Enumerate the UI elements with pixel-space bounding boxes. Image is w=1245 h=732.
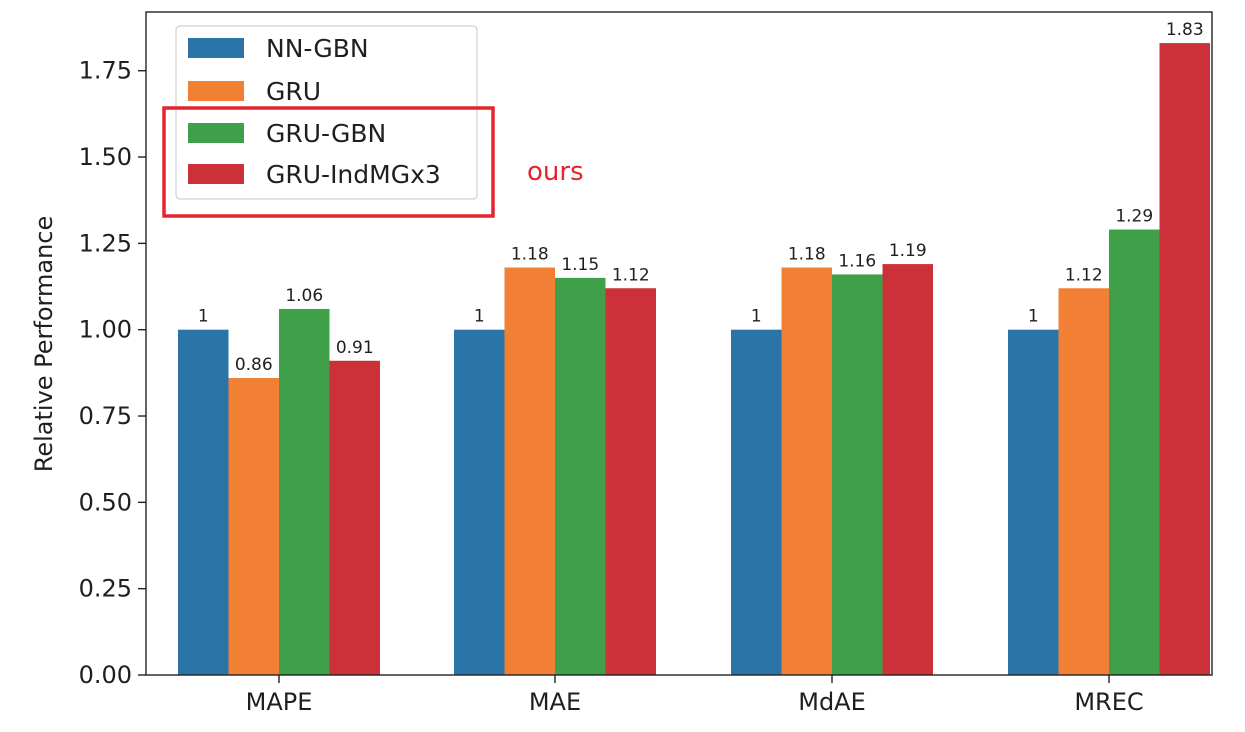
data-label-mrec-nn-gbn: 1	[1028, 307, 1039, 327]
x-tick-label-mdae: MdAE	[798, 688, 866, 716]
y-tick-label-2: 0.50	[79, 488, 132, 516]
bar-mrec-gru-indmgx3	[1159, 43, 1210, 675]
data-label-mrec-gru-gbn: 1.29	[1115, 207, 1153, 227]
bar-mdae-gru-gbn	[832, 274, 883, 675]
x-tick-label-mrec: MREC	[1074, 688, 1143, 716]
data-labels-layer: 1 1 1 1 0.86 1.18 1.18 1.12 1.06 1.15 1.16 1.29 0.91…	[198, 20, 1204, 375]
legend-label-gru-indmgx3: GRU-IndMGx3	[266, 160, 441, 189]
data-label-mdae-gru-indmgx3: 1.19	[889, 241, 927, 261]
data-label-mae-gru: 1.18	[511, 245, 549, 265]
bar-mae-gru-gbn	[555, 277, 606, 675]
data-label-mae-gru-gbn: 1.15	[561, 255, 599, 275]
bar-mae-nn-gbn	[454, 329, 505, 675]
plot-frame	[145, 11, 1213, 676]
bar-mrec-gru-gbn	[1109, 229, 1160, 676]
legend-swatch-gru-gbn	[188, 123, 244, 143]
bar-mae-gru	[504, 267, 555, 675]
bar-mape-gru-indmgx3	[329, 360, 380, 675]
y-tick-label-3: 0.75	[79, 402, 132, 430]
y-tick-label-6: 1.50	[79, 143, 132, 171]
legend-swatch-nn-gbn	[188, 38, 244, 58]
ours-annotation: ours	[527, 157, 584, 187]
data-label-mae-nn-gbn: 1	[474, 307, 485, 327]
bar-mape-gru-gbn	[279, 308, 330, 675]
legend-label-nn-gbn: NN-GBN	[266, 34, 369, 63]
y-tick-label-0: 0.00	[79, 661, 132, 689]
y-ticks-layer: 0.00 0.25 0.50 0.75 1.00 1.25 1.50 1.75	[79, 57, 146, 689]
y-tick-label-4: 1.00	[79, 316, 132, 344]
bar-mrec-nn-gbn	[1008, 329, 1059, 675]
y-tick-label-7: 1.75	[79, 57, 132, 85]
legend-swatch-gru-indmgx3	[188, 164, 244, 184]
legend-frame	[175, 25, 478, 200]
data-label-mape-gru-gbn: 1.06	[285, 286, 323, 306]
data-label-mdae-nn-gbn: 1	[751, 307, 762, 327]
x-ticks-layer: MAPE MAE MdAE MREC	[246, 675, 1144, 716]
y-axis-label: Relative Performance	[30, 216, 58, 473]
data-label-mdae-gru: 1.18	[788, 245, 826, 265]
data-label-mape-nn-gbn: 1	[198, 307, 209, 327]
bar-mae-gru-indmgx3	[605, 288, 656, 675]
bar-mape-gru	[228, 378, 279, 675]
legend-swatch-gru	[188, 81, 244, 101]
legend-label-gru-gbn: GRU-GBN	[266, 119, 386, 148]
bar-mrec-gru	[1058, 288, 1109, 675]
data-label-mae-gru-indmgx3: 1.12	[612, 265, 650, 285]
data-label-mrec-gru-indmgx3: 1.83	[1166, 20, 1204, 40]
bar-mdae-gru-indmgx3	[882, 264, 933, 675]
bars-layer	[178, 43, 1210, 676]
legend: NN-GBN GRU GRU-GBN GRU-IndMGx3	[162, 25, 495, 218]
x-tick-label-mape: MAPE	[246, 688, 313, 716]
bar-mdae-nn-gbn	[731, 329, 782, 675]
y-tick-label-5: 1.25	[79, 229, 132, 257]
data-label-mape-gru: 0.86	[235, 355, 273, 375]
x-tick-label-mae: MAE	[529, 688, 581, 716]
data-label-mrec-gru: 1.12	[1065, 265, 1103, 285]
bar-mdae-gru	[781, 267, 832, 675]
data-label-mape-gru-indmgx3: 0.91	[336, 338, 374, 358]
legend-label-gru: GRU	[266, 77, 321, 106]
data-label-mdae-gru-gbn: 1.16	[838, 251, 876, 271]
y-tick-label-1: 0.25	[79, 575, 132, 603]
legend-highlight-box	[162, 106, 495, 218]
bar-mape-nn-gbn	[178, 329, 229, 675]
